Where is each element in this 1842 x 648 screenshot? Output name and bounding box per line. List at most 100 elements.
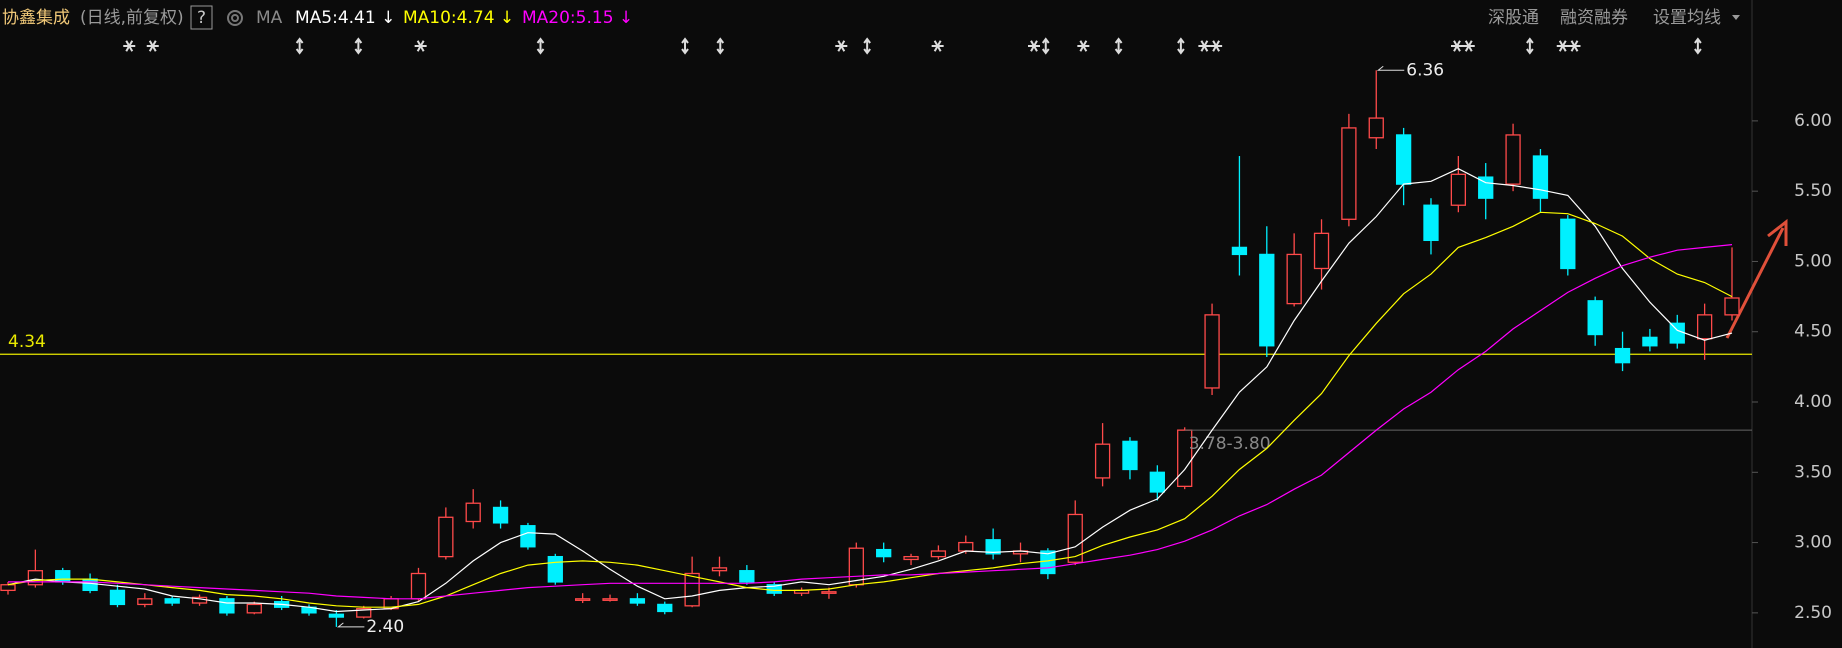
- event-star: [1451, 40, 1463, 52]
- event-arrow-head: [295, 48, 304, 55]
- candle-body: [1450, 173, 1466, 206]
- link-ma-settings[interactable]: 设置均线: [1653, 8, 1721, 28]
- candle-body: [547, 555, 563, 583]
- candle-body: [903, 555, 919, 561]
- candle-body: [1560, 218, 1576, 270]
- candle-body: [1505, 134, 1521, 185]
- event-arrow-head: [1177, 48, 1185, 55]
- max-pointer: [1376, 65, 1405, 71]
- event-star: [1462, 40, 1475, 52]
- candle-body: [410, 572, 427, 600]
- event-arrow-head: [1177, 37, 1185, 44]
- candle-body: [739, 570, 755, 583]
- help-box[interactable]: [190, 5, 213, 30]
- y-tick-label: 3.00: [1794, 533, 1832, 553]
- candle-body: [766, 584, 782, 594]
- candle-body: [465, 502, 481, 523]
- candle-body: [1423, 204, 1439, 242]
- event-arrow-head: [536, 37, 545, 44]
- event-arrow: [295, 37, 304, 55]
- candle-body: [1094, 443, 1111, 479]
- y-tick-label: 5.00: [1794, 251, 1832, 271]
- event-arrow: [1114, 37, 1123, 55]
- candle-body: [821, 591, 837, 594]
- event-arrow: [863, 37, 871, 55]
- candle-body: [602, 598, 618, 601]
- candle-body: [356, 607, 372, 618]
- settings-gear[interactable]: [227, 10, 243, 26]
- event-arrow: [536, 37, 545, 55]
- dropdown-caret[interactable]: [1732, 15, 1740, 20]
- candle-body: [958, 541, 974, 552]
- candle-body: [1341, 127, 1357, 220]
- event-star: [146, 40, 159, 52]
- event-arrow-head: [1526, 48, 1534, 55]
- candle-body: [438, 516, 454, 558]
- event-arrow-head: [863, 48, 871, 55]
- candle-body: [27, 570, 44, 586]
- candle-body: [137, 598, 153, 606]
- ma-line: [7, 211, 1733, 608]
- candle-body: [0, 584, 16, 592]
- event-arrow-head: [1694, 48, 1702, 55]
- candle-body: [684, 572, 700, 607]
- candle-body: [82, 578, 98, 592]
- candle-body: [109, 589, 126, 606]
- candle-body: [1231, 246, 1248, 256]
- event-arrow-head: [1114, 48, 1123, 55]
- ma-line: [8, 244, 1733, 600]
- candle-body: [1478, 176, 1494, 199]
- min-pointer: [336, 622, 365, 628]
- event-arrow: [681, 37, 689, 55]
- event-star: [835, 40, 848, 52]
- event-star: [931, 40, 944, 52]
- y-tick-label: 3.50: [1794, 462, 1832, 482]
- candle-body: [1067, 513, 1083, 563]
- link-hk-connect[interactable]: 深股通: [1488, 8, 1539, 28]
- help-button[interactable]: ?: [197, 8, 206, 28]
- event-arrow-head: [681, 48, 689, 55]
- event-star: [1568, 40, 1581, 52]
- chart-mode: (日线,前复权): [80, 8, 184, 28]
- event-arrow-head: [863, 37, 871, 44]
- stock-name[interactable]: 协鑫集成: [2, 8, 70, 28]
- candle-body: [711, 567, 728, 572]
- event-arrow-head: [716, 48, 725, 55]
- candle-body: [164, 598, 180, 604]
- event-arrow: [354, 37, 363, 55]
- event-arrow-head: [1694, 37, 1702, 44]
- candle-body: [1696, 314, 1713, 340]
- candle-body: [492, 506, 509, 524]
- max-label: 6.36: [1406, 60, 1444, 80]
- y-tick-label: 4.00: [1794, 392, 1832, 412]
- legend-ma20: MA20:5.15 ↓: [522, 8, 633, 28]
- event-arrow-head: [354, 37, 363, 44]
- event-star: [414, 40, 427, 52]
- event-arrow: [716, 37, 725, 55]
- event-star-stroke: [933, 40, 942, 52]
- candle-body: [1587, 300, 1603, 336]
- event-star-stroke: [1558, 40, 1567, 52]
- y-tick-label: 5.50: [1794, 181, 1832, 201]
- candle-body: [1669, 322, 1685, 344]
- event-arrow-head: [1041, 48, 1050, 55]
- event-arrow-head: [536, 48, 545, 55]
- event-arrow-head: [1526, 37, 1534, 44]
- candle-body: [520, 525, 536, 548]
- event-star-stroke: [416, 40, 425, 52]
- event-star-stroke: [1079, 40, 1088, 52]
- event-arrow: [1526, 37, 1534, 55]
- event-star-stroke: [1200, 40, 1209, 52]
- ma-label[interactable]: MA: [256, 8, 283, 28]
- event-star-stroke: [1464, 40, 1473, 52]
- legend-ma10: MA10:4.74 ↓: [403, 8, 514, 28]
- event-star-stroke: [1570, 40, 1579, 52]
- candle-body: [1368, 117, 1384, 139]
- event-star: [1556, 40, 1569, 52]
- candle-body: [1149, 471, 1165, 493]
- link-margin[interactable]: 融资融券: [1560, 8, 1628, 28]
- event-arrow-head: [1114, 37, 1123, 44]
- candle-body: [1724, 297, 1740, 316]
